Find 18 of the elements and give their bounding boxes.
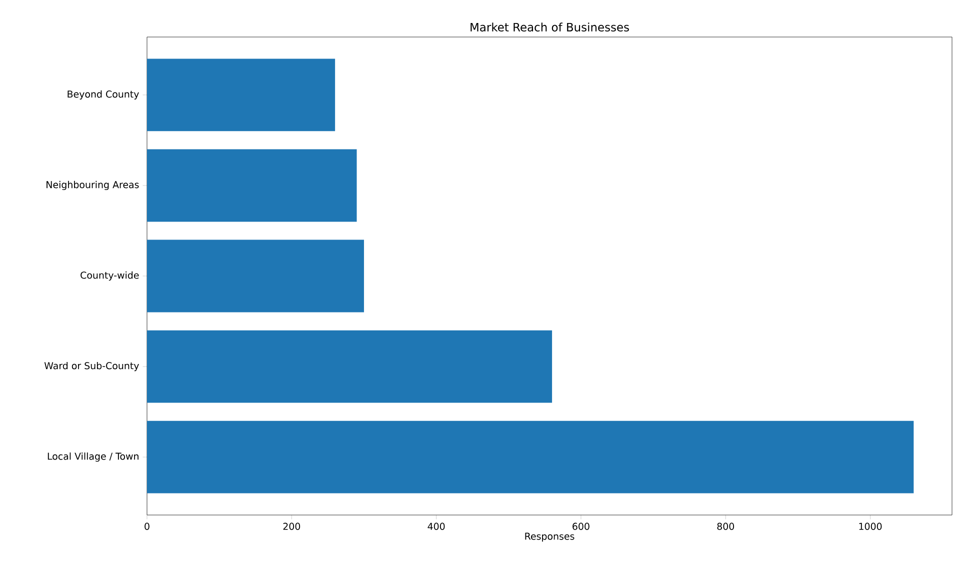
chart-title: Market Reach of Businesses (470, 22, 629, 32)
x-tick-label: 600 (572, 522, 590, 530)
x-tick-label: 1000 (859, 522, 882, 530)
x-tick-label: 200 (283, 522, 300, 530)
y-tick-label: Ward or Sub-County (44, 362, 139, 372)
x-tick-label: 800 (717, 522, 734, 530)
y-tick-label: County-wide (80, 271, 139, 281)
bar (147, 240, 364, 312)
bar (147, 58, 336, 132)
bar (147, 330, 552, 403)
bar (147, 420, 914, 494)
y-tick-label: Beyond County (68, 90, 139, 100)
bar (147, 149, 357, 222)
x-tick-label: 0 (144, 522, 150, 530)
y-tick-label: Local Village / Town (48, 452, 138, 462)
x-axis-title: Responses (525, 532, 574, 542)
x-tick-label: 400 (428, 522, 445, 530)
y-tick-label: Neighbouring Areas (46, 180, 139, 190)
